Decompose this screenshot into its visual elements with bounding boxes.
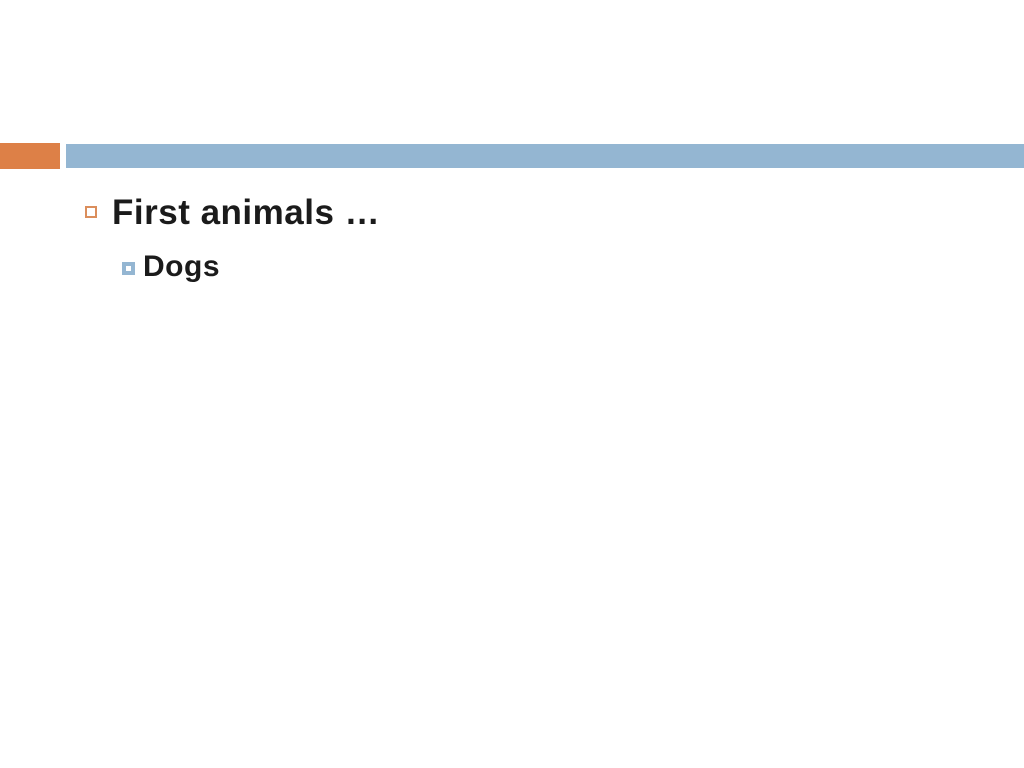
filled-square-bullet-icon [122,262,135,275]
hollow-square-bullet-icon [85,206,97,218]
bullet-text-level1: First animals … [112,193,381,232]
bullet-text-level2: Dogs [143,250,220,283]
blue-horizontal-band [66,144,1024,168]
orange-rectangle-accent [0,143,60,169]
